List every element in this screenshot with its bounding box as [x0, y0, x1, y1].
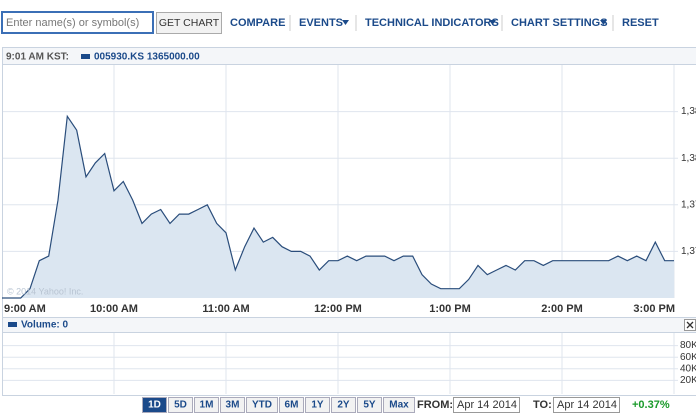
range-button-label: YTD	[252, 400, 272, 411]
to-date: Apr 14 2014	[557, 399, 617, 411]
range-button[interactable]	[331, 397, 356, 413]
technical-indicators-link[interactable]: TECHNICAL INDICATORS	[365, 17, 499, 29]
x-tick-label: 12:00 PM	[314, 303, 362, 315]
quote-time: 9:01 AM KST:	[6, 52, 69, 63]
dropdown-arrow	[342, 20, 349, 25]
range-button[interactable]	[194, 397, 219, 413]
price-area	[2, 116, 674, 298]
reset-link[interactable]: RESET	[622, 17, 659, 29]
y-tick-label: 20K	[680, 375, 696, 386]
volume-title: Volume: 0	[21, 320, 68, 331]
x-tick-label: 9:00 AM	[4, 303, 46, 315]
y-tick-label: 60K	[680, 352, 696, 363]
y-tick-label: 80K	[680, 340, 696, 351]
price-line	[2, 114, 674, 299]
range-button[interactable]	[142, 397, 167, 413]
dropdown-arrow	[489, 20, 496, 25]
change: +0.37%	[632, 399, 670, 411]
close-icon	[686, 321, 694, 329]
y-tick-label: 1,37	[681, 199, 696, 210]
y-tick-label: 1,38	[681, 106, 696, 117]
from-date: Apr 14 2014	[457, 399, 517, 411]
range-button-label: Max	[389, 400, 409, 411]
range-button[interactable]	[383, 397, 415, 413]
legend-swatch	[8, 322, 17, 327]
volume-header-bg	[3, 318, 696, 332]
range-button-label: 6M	[285, 400, 299, 411]
range-button-label: 1Y	[311, 400, 324, 411]
dropdown-arrow	[600, 20, 607, 25]
to-label: TO:	[533, 399, 552, 411]
y-tick-label: 40K	[680, 363, 696, 374]
x-tick-label: 3:00 PM	[633, 303, 675, 315]
chart-settings-link[interactable]: CHART SETTINGS	[511, 17, 608, 29]
range-button[interactable]	[168, 397, 193, 413]
range-button-label: 1M	[200, 400, 214, 411]
range-button-label: 5D	[174, 400, 187, 411]
from-label: FROM:	[417, 399, 453, 411]
y-tick-label: 1,37	[681, 246, 696, 257]
events-link[interactable]: EVENTS	[299, 17, 343, 29]
y-tick-label: 1,38	[681, 153, 696, 164]
range-button[interactable]	[246, 397, 278, 413]
search-input[interactable]	[1, 11, 154, 34]
get-chart-button[interactable]	[156, 12, 222, 34]
compare-link[interactable]: COMPARE	[230, 17, 285, 29]
range-button[interactable]	[305, 397, 330, 413]
range-button-label: 5Y	[363, 400, 376, 411]
x-tick-label: 2:00 PM	[541, 303, 583, 315]
x-tick-label: 11:00 AM	[202, 303, 249, 315]
from-input[interactable]	[453, 397, 520, 413]
range-button[interactable]	[357, 397, 382, 413]
to-input[interactable]	[553, 397, 620, 413]
range-button-label: 1D	[148, 400, 161, 411]
quote-symbol: 005930.KS 1365000.00	[94, 52, 200, 63]
price-chart: 1,37 1,37 1,38 1,38 9:00 AM 10:00 AM 11:00 AM 1…	[2, 65, 696, 315]
copyright: © 2014 Yahoo! Inc.	[7, 286, 83, 296]
range-button[interactable]	[279, 397, 304, 413]
chart-header-bg	[3, 48, 696, 64]
range-button-label: 3M	[226, 400, 240, 411]
search-placeholder: Enter name(s) or symbol(s)	[6, 17, 139, 29]
legend-swatch	[81, 54, 90, 59]
x-tick-label: 1:00 PM	[429, 303, 471, 315]
x-tick-label: 10:00 AM	[90, 303, 138, 315]
range-button-label: 2Y	[337, 400, 350, 411]
get-chart-label: GET CHART	[159, 17, 220, 29]
range-button[interactable]	[220, 397, 245, 413]
range-buttons: 1D 5D 1M 3M YTD 6M 1Y 2Y 5Y Max	[142, 397, 415, 413]
